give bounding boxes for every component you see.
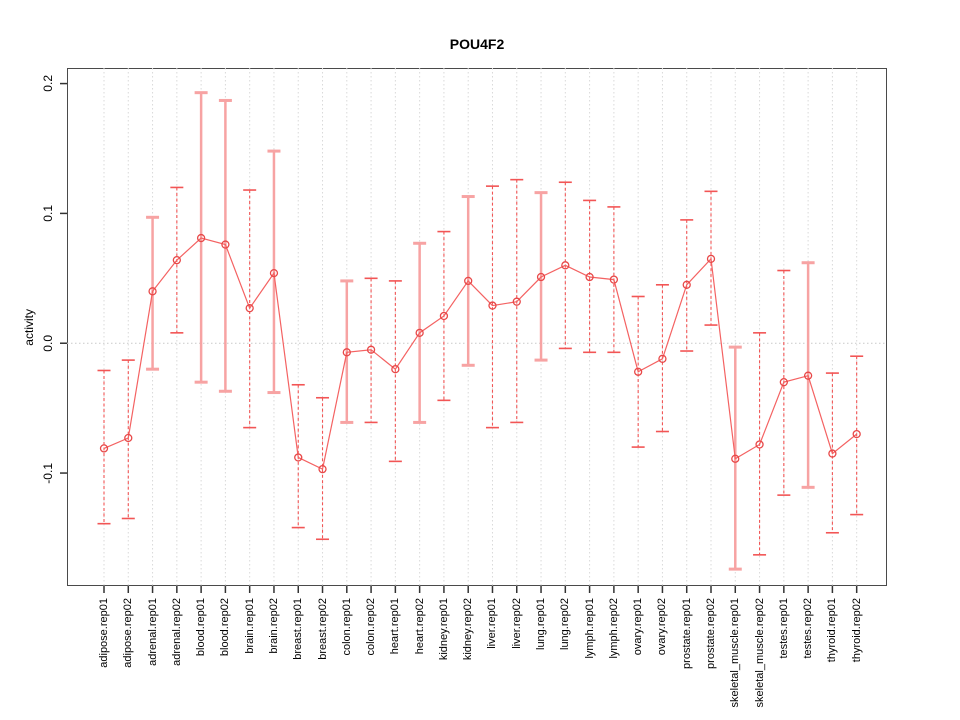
data-point — [755, 440, 764, 449]
x-category-label: colon.rep02 — [365, 598, 378, 656]
data-point — [342, 348, 351, 357]
data-point — [634, 367, 643, 376]
x-category-label: prostate.rep01 — [680, 598, 693, 669]
x-category-label: blood.rep02 — [219, 598, 232, 657]
data-point — [852, 429, 861, 439]
x-category-label: ovary.rep02 — [656, 598, 669, 656]
data-point — [512, 297, 521, 306]
x-category-label: adrenal.rep02 — [170, 598, 183, 666]
x-category-label: breast.rep01 — [292, 598, 305, 660]
y-tick-label: 0.0 — [41, 334, 55, 352]
data-point — [488, 301, 497, 310]
x-category-label: skeletal_muscle.rep02 — [753, 598, 766, 708]
data-point — [415, 328, 424, 337]
x-category-label: heart.rep02 — [413, 598, 426, 655]
data-point — [124, 433, 133, 443]
y-tick-label: 0.1 — [41, 204, 55, 222]
data-point — [561, 261, 570, 270]
x-category-label: lung.rep02 — [559, 598, 572, 650]
x-category-label: adipose.rep02 — [122, 598, 135, 668]
x-category-label: testes.rep02 — [802, 598, 815, 659]
x-category-label: heart.rep01 — [389, 598, 402, 655]
data-point — [706, 254, 716, 263]
data-point — [196, 233, 206, 243]
x-category-label: prostate.rep02 — [705, 598, 717, 669]
x-category-label: liver.rep01 — [486, 598, 499, 649]
data-point — [585, 272, 594, 282]
x-category-label: testes.rep01 — [777, 598, 790, 659]
x-category-label: ovary.rep01 — [632, 598, 645, 656]
data-point — [294, 453, 303, 462]
data-point — [99, 444, 109, 453]
x-category-label: lymph.rep02 — [607, 598, 620, 659]
data-point — [172, 255, 181, 265]
x-category-label: adipose.rep01 — [98, 598, 110, 668]
data-point — [366, 345, 376, 354]
data-point — [682, 280, 691, 289]
data-point — [221, 240, 230, 249]
x-category-label: thyroid.rep01 — [826, 598, 839, 663]
x-category-label: blood.rep01 — [195, 598, 208, 657]
data-point — [318, 465, 327, 474]
x-category-label: breast.rep02 — [316, 598, 329, 660]
data-point — [609, 275, 619, 284]
data-point — [828, 449, 837, 458]
y-tick-label: -0.1 — [41, 462, 55, 484]
data-point — [148, 287, 157, 296]
chart-title: POU4F2 — [449, 36, 505, 52]
data-point — [731, 454, 740, 463]
x-category-label: liver.rep02 — [510, 598, 523, 649]
data-point — [803, 371, 813, 380]
data-point — [658, 354, 667, 363]
data-point — [536, 272, 546, 282]
x-category-label: kidney.rep01 — [437, 598, 450, 661]
data-point — [464, 276, 473, 286]
series-line — [103, 237, 858, 471]
x-category-label: brain.rep01 — [243, 598, 256, 654]
data-point — [391, 365, 400, 374]
plot-frame — [67, 68, 887, 586]
x-category-label: lung.rep01 — [535, 598, 548, 650]
x-category-label: colon.rep01 — [340, 598, 353, 656]
x-category-label: skeletal_muscle.rep01 — [729, 598, 742, 708]
data-point — [245, 304, 254, 313]
x-category-label: thyroid.rep02 — [850, 598, 863, 663]
data-point — [439, 311, 449, 321]
data-point — [779, 378, 788, 387]
y-tick-label: 0.2 — [41, 75, 55, 92]
x-category-label: kidney.rep02 — [462, 598, 475, 661]
x-category-label: brain.rep02 — [267, 598, 280, 654]
x-category-label: adrenal.rep01 — [146, 598, 159, 666]
data-point — [269, 268, 279, 278]
x-category-label: lymph.rep01 — [583, 598, 596, 659]
